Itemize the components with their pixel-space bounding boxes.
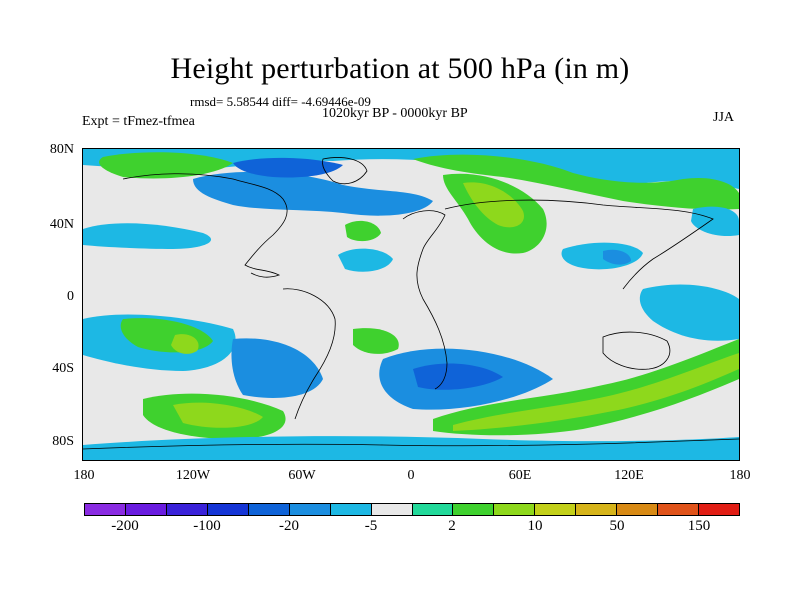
colorbar-swatch <box>330 504 372 515</box>
colorbar-swatch <box>658 504 700 515</box>
contour-yellow-south-pacific <box>171 334 199 354</box>
colorbar-swatch <box>412 504 454 515</box>
coast-greenland <box>322 157 368 185</box>
contour-blue-pacific-north <box>83 223 212 249</box>
contour-blue-antarctic <box>83 436 739 460</box>
y-tick-label: 40S <box>52 361 74 376</box>
contour-deepblue-canada <box>233 157 343 178</box>
coast-australia <box>602 331 671 370</box>
plot-title: Height perturbation at 500 hPa (in m) <box>170 52 630 85</box>
colorbar-swatch <box>166 504 208 515</box>
colorbar-label: -20 <box>279 518 299 534</box>
contour-deepblue-pacific-west <box>603 249 631 265</box>
contour-green-arctic-right <box>413 154 739 210</box>
colorbar-swatch <box>617 504 659 515</box>
contour-yellow-south-indian <box>453 353 739 431</box>
colorbar-label: -5 <box>364 518 378 534</box>
colorbar-swatch <box>125 504 167 515</box>
colorbar-swatch <box>453 504 495 515</box>
colorbar-label: 50 <box>609 518 625 534</box>
y-tick-label: 0 <box>67 289 74 304</box>
coast-north-america <box>122 173 288 278</box>
contour-blue-north-america <box>193 171 433 216</box>
colorbar-swatch <box>248 504 290 515</box>
colorbar-swatch <box>494 504 536 515</box>
colorbar <box>84 503 740 516</box>
period-text: 1020kyr BP - 0000kyr BP <box>322 106 468 121</box>
map-panel <box>82 148 740 461</box>
contour-yellow-south-west <box>173 402 263 428</box>
coast-antarctica <box>83 438 739 450</box>
colorbar-swatch <box>535 504 577 515</box>
x-tick-label: 180 <box>73 468 95 483</box>
coastlines <box>83 157 739 450</box>
x-tick-label: 120E <box>614 468 644 483</box>
colorbar-label: 10 <box>527 518 543 534</box>
colorbar-swatch <box>576 504 618 515</box>
contour-blue-eastpac <box>691 206 739 237</box>
contour-blue-east-pacific-south <box>639 284 739 341</box>
y-tick-label: 80N <box>49 142 74 157</box>
experiment-label: Expt = tFmez-tfmea <box>82 114 195 129</box>
y-tick-label: 40N <box>49 217 74 232</box>
x-tick-label: 60W <box>288 468 316 483</box>
contour-green-south-atlantic <box>353 328 399 354</box>
contour-blue-atlantic <box>338 248 393 272</box>
colorbar-label: -200 <box>111 518 139 534</box>
coast-south-america <box>282 288 336 420</box>
contour-green-south-indian <box>433 339 739 436</box>
x-tick-label: 60E <box>508 468 532 483</box>
colorbar-swatch <box>371 504 413 515</box>
anomaly-map <box>83 149 739 460</box>
coast-asia <box>444 199 714 290</box>
x-tick-label: 0 <box>407 468 415 483</box>
contour-yellow-eurasia <box>463 182 524 228</box>
contour-green-atlantic <box>345 220 381 242</box>
contour-green-arctic-left <box>99 152 233 179</box>
x-tick-label: 180 <box>729 468 751 483</box>
colorbar-label: 150 <box>687 518 711 534</box>
stats-text: rmsd= 5.58544 diff= -4.69446e-09 <box>190 94 371 109</box>
colorbar-label: -100 <box>193 518 221 534</box>
colorbar-swatch <box>207 504 249 515</box>
coast-europe-africa <box>402 210 448 390</box>
contour-blue-southern-ocean <box>231 338 323 398</box>
colorbar-swatch <box>85 504 126 515</box>
colorbar-swatch <box>289 504 331 515</box>
colorbar-swatch <box>699 504 739 515</box>
x-tick-label: 120W <box>175 468 211 483</box>
season-label: JJA <box>713 110 735 125</box>
contour-deepblue-indian-ocean <box>413 363 503 390</box>
y-tick-label: 80S <box>52 434 74 449</box>
colorbar-label: 2 <box>448 518 456 534</box>
